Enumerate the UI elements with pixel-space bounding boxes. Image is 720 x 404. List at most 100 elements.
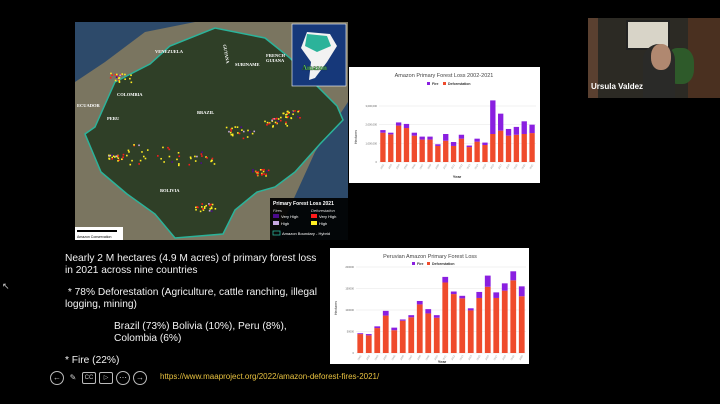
video-off-icon[interactable]: ▷ [99,372,113,384]
bar-deforestation-2001 [357,334,364,353]
bar-deforestation-2018 [505,135,512,162]
bar-deforestation-2004 [395,125,402,162]
hotspot [122,153,125,156]
hotspot [178,164,180,167]
chart-svg: Peruvian Amazon Primary Forest Loss Fire… [334,254,526,364]
x-tick-label: 2015 [476,354,482,361]
hotspot [130,81,133,84]
bar-fire-2017 [493,292,500,298]
more-icon[interactable]: ⋯ [116,371,130,385]
participant-video[interactable]: Ursula Valdez [588,18,720,98]
bar-fire-2003 [374,326,381,329]
hotspot [246,136,249,138]
hotspot [171,161,173,163]
hotspot [242,130,245,133]
pen-icon[interactable]: ✎ [69,373,77,382]
hotspot [117,79,120,82]
hotspot [111,156,114,159]
hotspot [210,160,212,163]
hotspot [274,118,277,120]
bar-deforestation-2016 [484,286,491,353]
hotspot [129,163,132,166]
bar-fire-2003 [388,132,394,135]
hotspot [261,172,263,175]
x-tick-label: 2014 [474,163,480,170]
legend-boundary: Amazon Boundary - Hybrid [282,231,330,236]
hotspot [109,154,112,157]
hotspot [214,207,217,210]
hotspot [274,121,277,124]
hotspot [260,174,263,176]
hotspot [287,112,290,114]
captions-icon[interactable]: CC [82,372,96,384]
hotspot [167,146,169,149]
hotspot [144,157,147,160]
label-colombia: COLOMBIA [117,92,143,97]
bar-fire-2008 [416,300,423,305]
arrow-left-icon[interactable]: ← [50,371,64,385]
y-tick-label: 50000 [347,330,355,334]
hotspot [129,77,131,80]
arrow-right-icon[interactable]: → [133,371,147,385]
hotspot [266,121,269,124]
hotspot [256,173,259,176]
bar-deforestation-2007 [419,139,425,162]
bar-fire-2016 [484,275,491,287]
hotspot [229,131,232,134]
bar-deforestation-2009 [435,145,441,162]
hotspot [228,130,230,133]
hotspot [121,73,124,75]
x-tick-label: 2013 [466,163,472,170]
hotspot [160,157,162,160]
x-tick-label: 2010 [434,354,440,361]
hotspot [263,173,265,175]
source-link[interactable]: https://www.maaproject.org/2022/amazon-d… [160,372,380,381]
hotspot [256,171,258,174]
hotspot [157,155,159,157]
legend-deforestation: Deforestation [432,262,455,266]
bar-fire-2014 [474,138,480,142]
hotspot [201,155,203,157]
slide-text: Nearly 2 M hectares (4.9 M acres) of pri… [65,253,317,367]
hotspot [114,79,117,82]
swatch-defor-high [311,221,317,225]
fire-bullet: * Fire (22%) [65,355,120,366]
x-axis-label: Year [453,174,462,179]
bar-fire-2016 [490,100,496,134]
hotspot [118,159,121,161]
hotspot [240,126,243,129]
swatch-fire-high [273,221,279,225]
hotspot [195,206,197,209]
hotspot [286,125,289,127]
bar-deforestation-2016 [490,134,496,162]
hotspot [296,116,299,118]
hotspot [111,154,113,156]
x-tick-label: 2011 [451,163,457,170]
hotspot [291,111,294,113]
hotspot [189,156,192,159]
map-graphic: Amazon Amazon Conservation Primary Fores… [75,22,348,240]
swatch-fire-very-high [273,214,279,218]
legend-deforestation-header: Deforestation [311,208,336,213]
bar-fire-2012 [450,291,457,295]
legend-title: Primary Forest Loss 2021 [273,201,334,207]
bar-deforestation-2012 [450,294,457,353]
bar-fire-2015 [476,291,483,298]
bar-fire-2011 [450,142,457,146]
hotspot [271,119,273,122]
hotspot [213,163,216,165]
hotspot [231,127,233,130]
hotspot [178,163,180,165]
hotspot [272,126,274,128]
bar-deforestation-2005 [391,330,398,353]
bar-fire-2004 [395,122,402,126]
x-tick-label: 2020 [521,163,527,170]
y-tick-label: 200000 [345,265,354,269]
participant-face [651,44,671,70]
deforestation-bullet-cont: logging, mining) [65,299,137,310]
hotspot [253,130,256,133]
hotspot [118,77,120,80]
x-tick-label: 2012 [451,354,457,361]
hotspot [230,133,233,136]
x-tick-label: 2003 [388,163,394,170]
